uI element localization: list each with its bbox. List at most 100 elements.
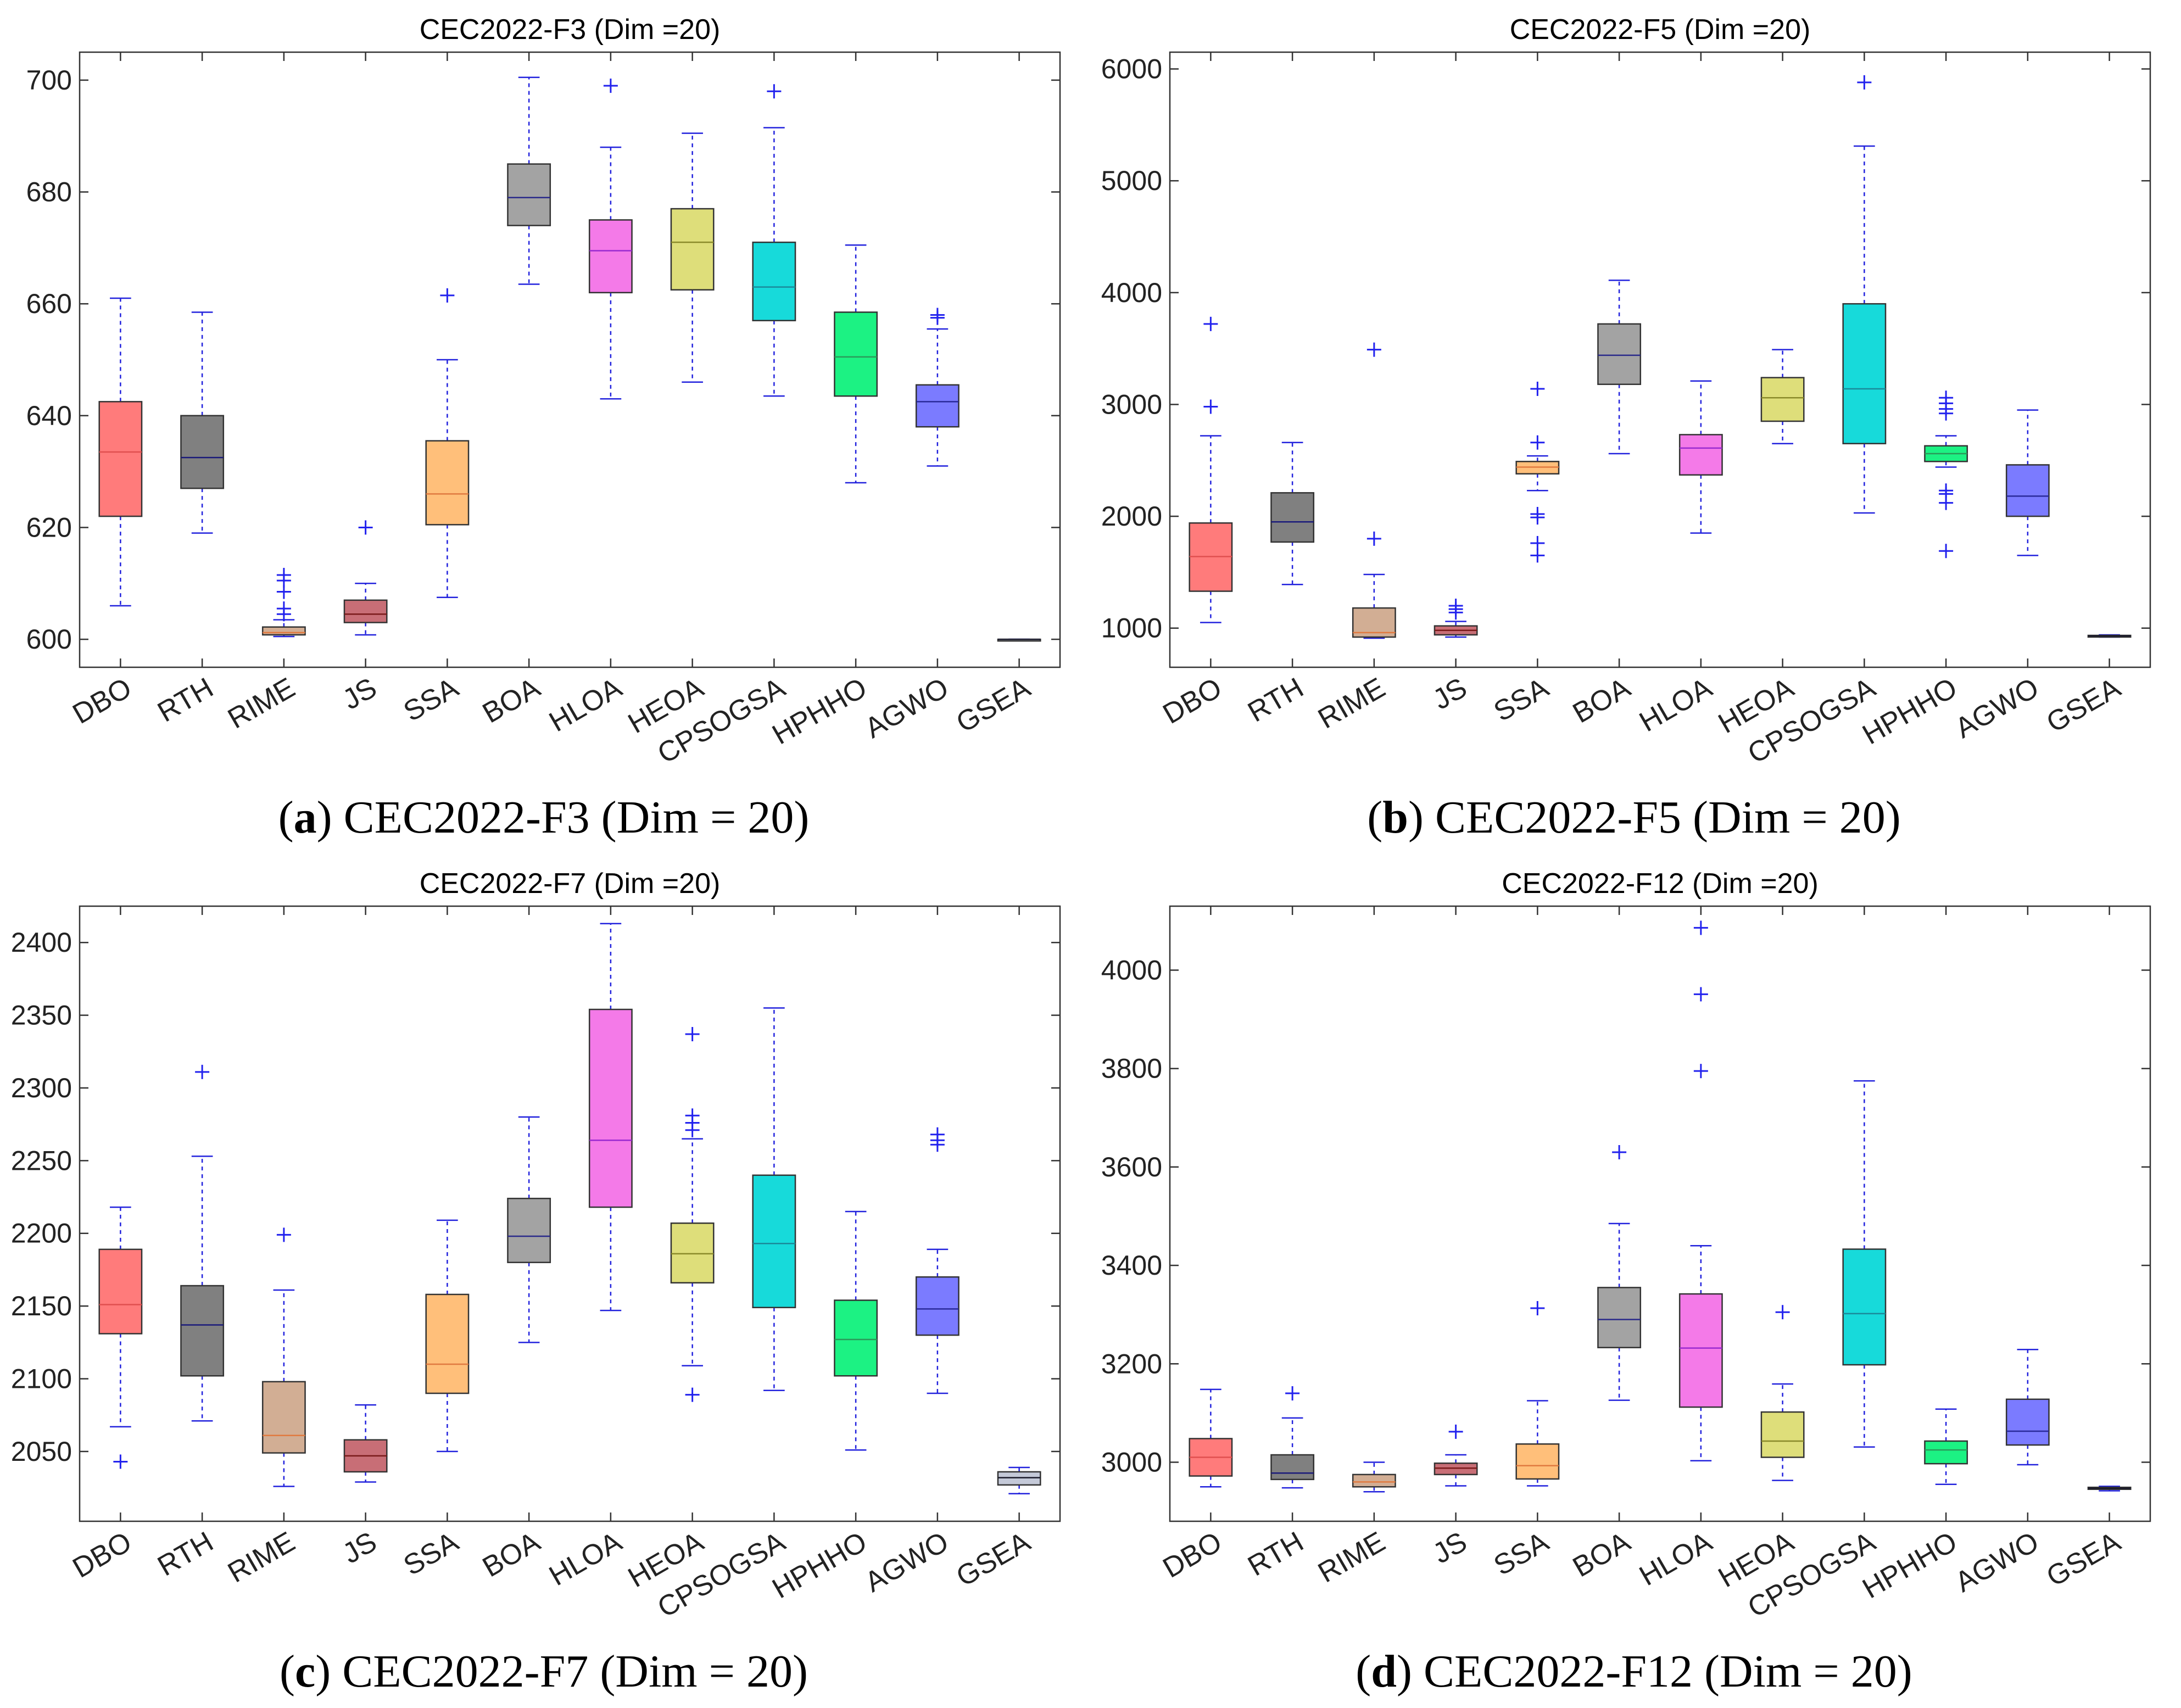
x-tick-label: BOA: [477, 1526, 545, 1583]
outlier-marker: [1203, 316, 1218, 331]
box-HEOA: HEOA: [623, 52, 715, 740]
box-AGWO: AGWO: [860, 52, 960, 745]
box-AGWO: AGWO: [1950, 52, 2050, 745]
box-SSA: SSA: [1488, 52, 1560, 728]
y-tick-label: 3400: [1101, 1250, 1162, 1281]
box-HPHHO: HPHHO: [767, 52, 878, 751]
chart-title: CEC2022-F3 (Dim =20): [420, 14, 721, 46]
y-tick-label: 600: [26, 624, 72, 655]
box-RTH: RTH: [152, 906, 225, 1582]
iqr-box: [1597, 1287, 1642, 1348]
iqr-box: [98, 1248, 143, 1335]
iqr-box: [997, 1471, 1041, 1486]
box-plot-b: CEC2022-F5 (Dim =20) 1000 2000 3000 4000 5000…: [1101, 14, 2151, 770]
x-tick-label: SSA: [1488, 1526, 1554, 1582]
iqr-box: [915, 1276, 960, 1336]
outlier-marker: [276, 1227, 291, 1242]
x-tick-label: GSEA: [2041, 672, 2126, 739]
iqr-box: [1515, 1443, 1560, 1480]
x-tick-label: HLOA: [1634, 672, 1717, 738]
box-BOA: BOA: [477, 906, 551, 1583]
box-SSA: SSA: [398, 52, 470, 728]
box-SSA: SSA: [1488, 906, 1560, 1582]
x-tick-label: DBO: [68, 672, 137, 730]
outlier-marker: [930, 308, 945, 322]
box-HLOA: HLOA: [1634, 906, 1723, 1592]
box-HLOA: HLOA: [544, 906, 633, 1592]
iqr-box: [1842, 303, 1887, 444]
x-tick-label: HPHHO: [767, 1526, 872, 1605]
outlier-marker: [1775, 1305, 1790, 1320]
outlier-marker: [1448, 599, 1463, 613]
outlier-marker: [1530, 507, 1545, 522]
outlier-marker: [276, 568, 291, 582]
iqr-box: [752, 1174, 796, 1309]
y-tick-label: 3000: [1101, 1447, 1162, 1477]
iqr-box: [2005, 464, 2050, 517]
box-DBO: DBO: [68, 906, 143, 1584]
outlier-marker: [1530, 1301, 1545, 1316]
outlier-marker: [1693, 1064, 1708, 1079]
box-JS: JS: [337, 906, 388, 1570]
box-RTH: RTH: [1242, 52, 1315, 728]
x-tick-label: JS: [1427, 672, 1472, 716]
y-tick-label: 3800: [1101, 1053, 1162, 1084]
plot-frame: [79, 905, 1061, 1522]
iqr-box: [670, 208, 715, 291]
y-tick-label: 4000: [1101, 955, 1162, 985]
box-SSA: SSA: [398, 906, 470, 1582]
iqr-box: [1352, 1473, 1396, 1488]
caption-a: (a) CEC2022-F3 (Dim = 20): [278, 792, 810, 843]
y-tick-label: 660: [26, 288, 72, 319]
box-JS: JS: [337, 52, 388, 716]
outlier-marker: [195, 1064, 210, 1079]
caption-c: (c) CEC2022-F7 (Dim = 20): [280, 1646, 808, 1697]
iqr-box: [1270, 492, 1315, 543]
x-tick-label: SSA: [1488, 672, 1554, 728]
box-DBO: DBO: [1158, 906, 1233, 1584]
iqr-box: [261, 1381, 306, 1454]
outlier-marker: [1366, 531, 1381, 546]
iqr-box: [425, 440, 470, 526]
iqr-box: [588, 219, 633, 294]
x-tick-label: JS: [337, 672, 382, 716]
box-GSEA: GSEA: [951, 906, 1041, 1593]
box-GSEA: GSEA: [2041, 52, 2132, 739]
iqr-box: [670, 1222, 715, 1284]
y-tick-label: 2350: [11, 1000, 72, 1031]
box-BOA: BOA: [1568, 906, 1642, 1583]
y-tick-label: 640: [26, 400, 72, 431]
chart-panel-d: CEC2022-F12 (Dim =20) 3000 3200 3400 3600 380…: [1090, 854, 2180, 1708]
y-tick-label: 700: [26, 65, 72, 96]
outlier-marker: [1693, 987, 1708, 1002]
outlier-marker: [1939, 483, 1954, 498]
box-GSEA: GSEA: [2041, 906, 2132, 1593]
box-HLOA: HLOA: [1634, 52, 1723, 738]
x-tick-label: HLOA: [544, 672, 627, 738]
outlier-marker: [1693, 920, 1708, 935]
outlier-marker: [1530, 381, 1545, 396]
x-tick-label: HLOA: [544, 1526, 627, 1592]
box-DBO: DBO: [68, 52, 143, 730]
chart-panel-b: CEC2022-F5 (Dim =20) 1000 2000 3000 4000 5000…: [1090, 0, 2180, 854]
box-AGWO: AGWO: [1950, 906, 2050, 1599]
y-tick-label: 2400: [11, 927, 72, 958]
box-plot-c: CEC2022-F7 (Dim =20) 2050 2100 2150 2200 2250…: [11, 868, 1061, 1624]
iqr-box: [1678, 434, 1723, 476]
x-tick-label: BOA: [1568, 672, 1636, 729]
x-tick-label: AGWO: [1950, 672, 2044, 745]
chart-title: CEC2022-F5 (Dim =20): [1510, 14, 1811, 46]
x-tick-label: RIME: [222, 1526, 300, 1589]
box-RIME: RIME: [1313, 906, 1396, 1589]
x-tick-label: HPHHO: [1857, 672, 1962, 751]
x-tick-label: AGWO: [860, 672, 954, 745]
iqr-box: [507, 163, 551, 226]
box-JS: JS: [1427, 52, 1478, 716]
x-tick-label: GSEA: [951, 672, 1035, 739]
x-tick-label: DBO: [1158, 1526, 1228, 1584]
y-tick-label: 6000: [1101, 54, 1162, 85]
box-RIME: RIME: [222, 906, 306, 1589]
iqr-box: [588, 1008, 633, 1208]
plot-frame: [79, 51, 1061, 668]
y-tick-label: 3200: [1101, 1348, 1162, 1379]
